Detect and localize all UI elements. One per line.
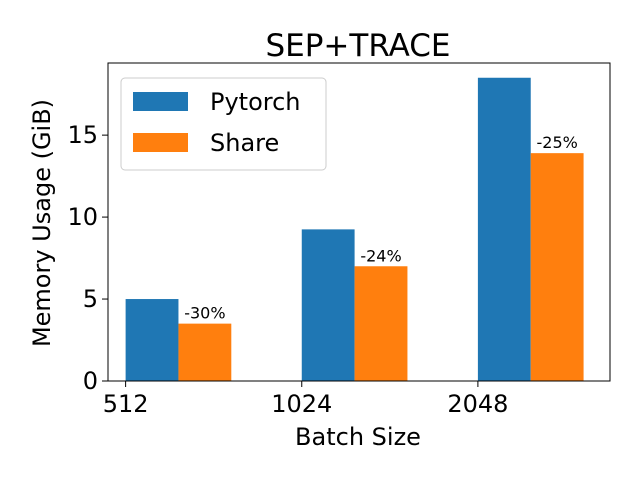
y-axis-label: Memory Usage (GiB) [28, 99, 56, 347]
bar-pytorch-512 [125, 299, 179, 381]
bars-group [125, 77, 584, 382]
annotations-group: -30% -24% -25% [184, 133, 578, 322]
bar-share-1024 [354, 266, 408, 381]
x-axis-ticks: 512 1024 2048 [103, 381, 508, 418]
plot-area-frame [107, 62, 611, 382]
chart-title: SEP+TRACE [265, 28, 450, 64]
bar-annotation-1024: -24% [360, 246, 401, 265]
legend-swatch-share [133, 133, 188, 152]
bar-annotation-512: -30% [184, 304, 225, 323]
x-tick-label: 512 [103, 390, 149, 418]
legend-label-share: Share [210, 129, 279, 157]
y-tick-label: 5 [83, 285, 98, 313]
x-tick-label: 2048 [447, 390, 508, 418]
legend-swatch-pytorch [133, 92, 188, 111]
y-tick-label: 0 [83, 367, 98, 395]
bar-pytorch-2048 [477, 77, 531, 382]
x-tick-label: 1024 [271, 390, 332, 418]
bar-share-512 [178, 323, 232, 381]
y-axis-ticks: 0 5 10 15 [67, 121, 108, 395]
x-axis-label: Batch Size [295, 423, 421, 451]
bar-pytorch-1024 [301, 229, 355, 381]
bar-share-2048 [530, 153, 584, 381]
y-tick-label: 15 [67, 121, 98, 149]
y-tick-label: 10 [67, 203, 98, 231]
legend: Pytorch Share [120, 77, 327, 171]
bar-annotation-2048: -25% [536, 133, 577, 152]
legend-label-pytorch: Pytorch [210, 88, 301, 116]
